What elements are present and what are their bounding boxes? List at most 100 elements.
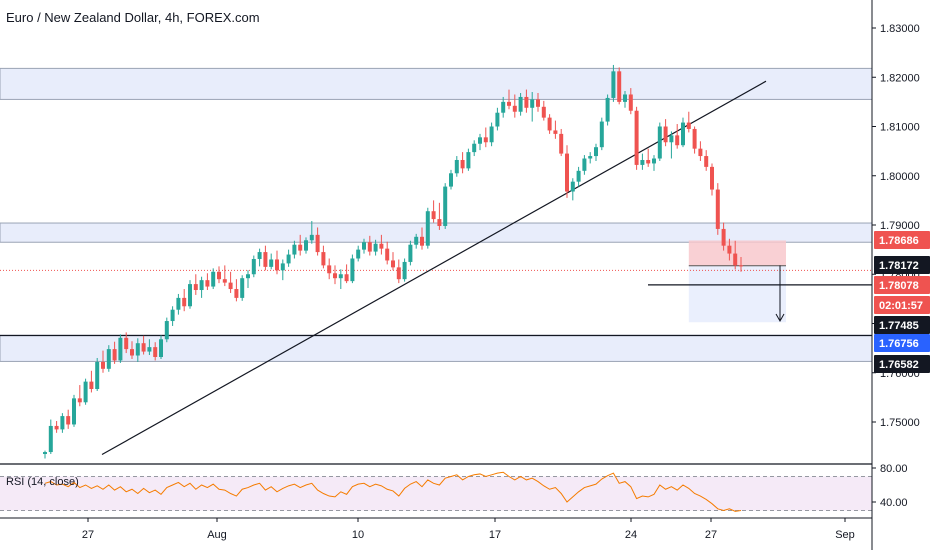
candle-body — [623, 94, 627, 102]
candle-body — [43, 452, 47, 455]
short-position-layer — [688, 240, 786, 323]
candle-body — [385, 248, 390, 261]
candle-body — [565, 153, 569, 192]
candle-body — [663, 126, 668, 143]
candle-body — [710, 166, 714, 190]
candle-body — [327, 265, 332, 274]
candle-body — [124, 337, 129, 350]
candle-body — [582, 158, 587, 171]
candle-body — [350, 258, 355, 282]
candle-body — [652, 158, 656, 164]
price-labels-layer: 1.78686 1.78172 1.78078 02:01:57 1.77485 1.76… — [874, 231, 930, 373]
price-label-text: 02:01:57 — [879, 300, 923, 312]
candle-body — [402, 261, 407, 280]
candle-body — [605, 97, 610, 122]
candle-body — [478, 137, 482, 144]
time-tick-label: Aug — [207, 529, 227, 541]
candle-body — [576, 170, 581, 182]
price-tick-label: 1.75000 — [880, 417, 920, 429]
rsi-layer — [0, 463, 872, 512]
candle-body — [147, 347, 152, 352]
lines-layer — [0, 80, 872, 456]
candle-body — [553, 130, 558, 134]
price-label-badge — [874, 355, 930, 373]
candle-body — [524, 96, 529, 108]
candle-body — [518, 96, 523, 112]
rsi-tick-label: 40.00 — [880, 497, 908, 509]
rsi-band-fill — [0, 476, 872, 511]
candle-body — [414, 236, 419, 245]
price-tick-label: 1.80000 — [880, 171, 920, 183]
candle-body — [425, 211, 430, 246]
candle-body — [536, 99, 540, 107]
candle-body — [483, 137, 488, 143]
candle-body — [449, 173, 453, 187]
candle-body — [507, 101, 511, 106]
zones-layer — [0, 67, 873, 362]
candle-body — [269, 259, 274, 267]
candle-body — [333, 273, 337, 279]
candle-body — [251, 258, 256, 275]
price-label-text: 1.76582 — [879, 359, 919, 371]
time-tick-label: 10 — [352, 529, 364, 541]
candle-body — [193, 284, 198, 291]
candle-body — [275, 259, 279, 271]
candle-body — [257, 252, 262, 259]
price-label-badge — [874, 334, 930, 352]
rsi-line — [44, 471, 742, 512]
candle-body — [89, 381, 94, 390]
candle-body — [356, 249, 361, 259]
candle-body — [164, 321, 169, 340]
candle-body — [263, 252, 268, 267]
candle-body — [199, 280, 204, 291]
candle-body — [721, 228, 726, 246]
candle-body — [420, 236, 424, 246]
price-tick-label: 1.81000 — [880, 122, 920, 134]
candle-body — [72, 398, 76, 425]
price-label-badge — [874, 256, 930, 274]
candle-body — [112, 349, 117, 361]
candle-body — [454, 159, 459, 174]
candle-body — [95, 361, 100, 390]
candle-body — [692, 128, 697, 149]
candle-body — [118, 337, 123, 361]
candles-layer — [43, 64, 743, 459]
candle-body — [188, 284, 192, 307]
candle-body — [280, 263, 285, 271]
candle-body — [646, 159, 651, 164]
time-tick-label: 27 — [82, 529, 94, 541]
price-label-text: 1.78686 — [879, 235, 919, 247]
candle-body — [617, 71, 622, 102]
candle-body — [657, 126, 662, 159]
candle-body — [153, 347, 158, 357]
candle-body — [338, 274, 343, 279]
candle-body — [286, 254, 291, 264]
candle-body — [681, 122, 685, 146]
chart-title: Euro / New Zealand Dollar, 4h, FOREX.com — [6, 10, 260, 25]
candle-body — [135, 343, 140, 356]
rsi-tick-label: 80.00 — [880, 463, 908, 475]
candle-body — [715, 189, 720, 229]
price-label-badge — [874, 231, 930, 249]
candle-body — [304, 240, 308, 251]
candle-body — [669, 135, 674, 143]
candle-body — [704, 156, 709, 167]
candle-body — [379, 243, 384, 249]
candle-body — [362, 242, 366, 250]
candle-body — [431, 211, 436, 220]
time-tick-label: 17 — [489, 529, 501, 541]
candle-body — [530, 99, 535, 108]
candle-body — [106, 349, 111, 369]
candle-body — [466, 152, 471, 169]
candle-body — [83, 381, 88, 403]
price-label-text: 1.78078 — [879, 280, 919, 292]
candle-body — [594, 147, 598, 157]
price-label-text: 1.76756 — [879, 338, 919, 350]
price-label-text: 1.78172 — [879, 260, 919, 272]
candle-body — [222, 279, 227, 283]
candle-body — [559, 133, 564, 154]
candle-body — [599, 121, 604, 148]
position-stop-zone — [688, 240, 786, 266]
